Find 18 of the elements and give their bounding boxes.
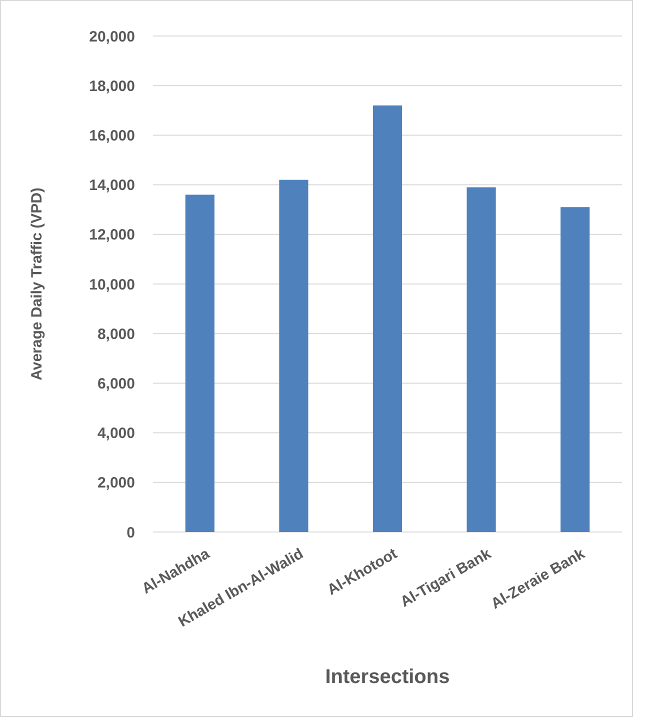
y-tick-label: 4,000 xyxy=(97,425,135,442)
y-tick-label: 14,000 xyxy=(89,177,135,194)
y-tick-label: 20,000 xyxy=(89,28,135,46)
y-tick-label: 10,000 xyxy=(89,276,135,294)
y-tick-label: 6,000 xyxy=(97,375,135,392)
y-tick-label: 16,000 xyxy=(89,127,135,144)
bar xyxy=(185,194,214,532)
y-tick-label: 2,000 xyxy=(97,474,135,492)
bar xyxy=(466,187,496,532)
y-tick-label: 12,000 xyxy=(89,226,135,244)
bar xyxy=(560,207,590,532)
y-tick-label: 18,000 xyxy=(89,78,135,95)
y-axis-title: Average Daily Traffic (VPD) xyxy=(28,188,46,380)
x-axis-title: Intersections xyxy=(325,666,450,688)
bar xyxy=(372,105,402,532)
y-tick-label: 0 xyxy=(126,524,135,542)
y-tick-label: 8,000 xyxy=(97,326,135,343)
bar xyxy=(279,180,308,532)
